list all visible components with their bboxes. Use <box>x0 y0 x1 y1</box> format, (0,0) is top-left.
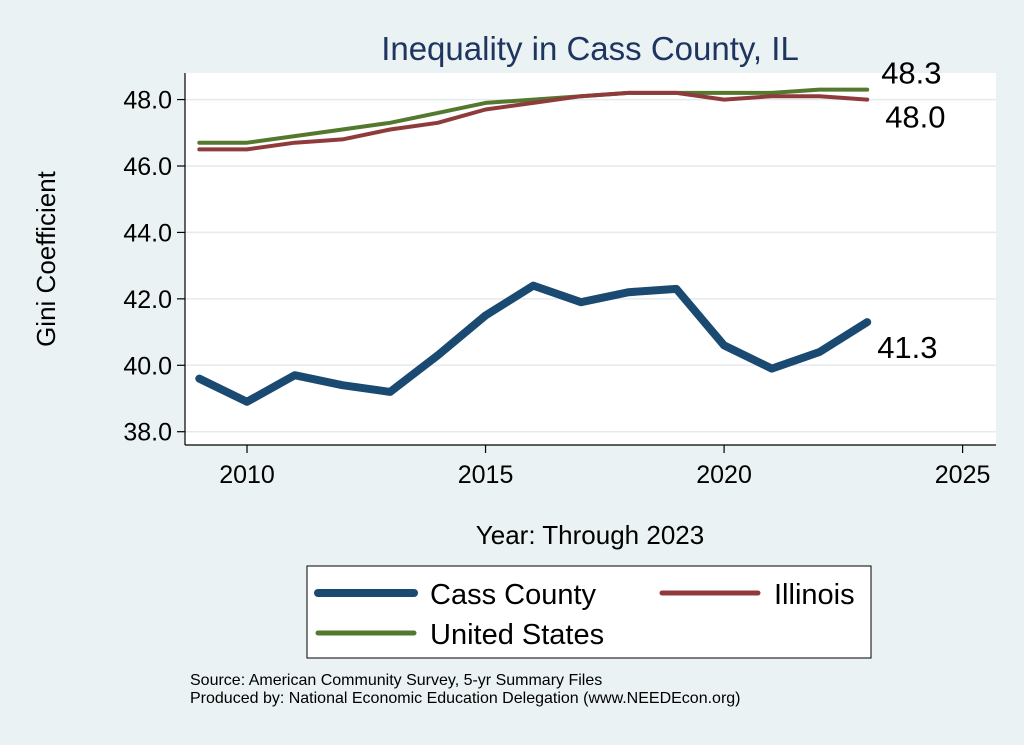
x-tick-label: 2020 <box>696 461 752 489</box>
source-note: Source: American Community Survey, 5-yr … <box>190 672 741 708</box>
produced-by-line: Produced by: National Economic Education… <box>190 690 741 707</box>
end-label-cass-county: 41.3 <box>877 330 937 365</box>
series-line-united-states <box>197 87 870 145</box>
legend-label-illinois: Illinois <box>774 579 855 611</box>
y-tick-label: 38.0 <box>123 419 172 447</box>
x-tick-label: 2015 <box>458 461 514 489</box>
x-tick-label: 2010 <box>219 461 275 489</box>
plot-area <box>185 73 996 445</box>
y-tick-label: 46.0 <box>123 153 172 181</box>
end-label-illinois: 48.0 <box>885 100 945 135</box>
y-axis-label: Gini Coefficient <box>31 170 61 347</box>
series-lines <box>195 87 872 406</box>
legend-label-cass-county: Cass County <box>430 579 597 611</box>
source-line: Source: American Community Survey, 5-yr … <box>190 672 603 689</box>
y-tick-label: 44.0 <box>123 219 172 247</box>
end-labels: 41.3 48.0 48.3 <box>877 56 945 366</box>
y-tick-label: 42.0 <box>123 286 172 314</box>
series-line-illinois <box>197 90 870 152</box>
legend: Cass County Illinois United States <box>306 565 872 659</box>
legend-label-united-states: United States <box>430 619 604 651</box>
end-label-united-states: 48.3 <box>881 56 941 91</box>
legend-box <box>306 565 872 659</box>
axes: 38.0 40.0 42.0 44.0 46.0 48.0 2010 2015 2020 2025 <box>123 73 996 489</box>
x-axis-label: Year: Through 2023 <box>476 520 704 550</box>
y-tick-label: 40.0 <box>123 352 172 380</box>
chart-title: Inequality in Cass County, IL <box>381 30 799 67</box>
series-line-cass-county <box>195 281 872 406</box>
x-tick-label: 2025 <box>935 461 991 489</box>
y-tick-label: 48.0 <box>123 87 172 115</box>
